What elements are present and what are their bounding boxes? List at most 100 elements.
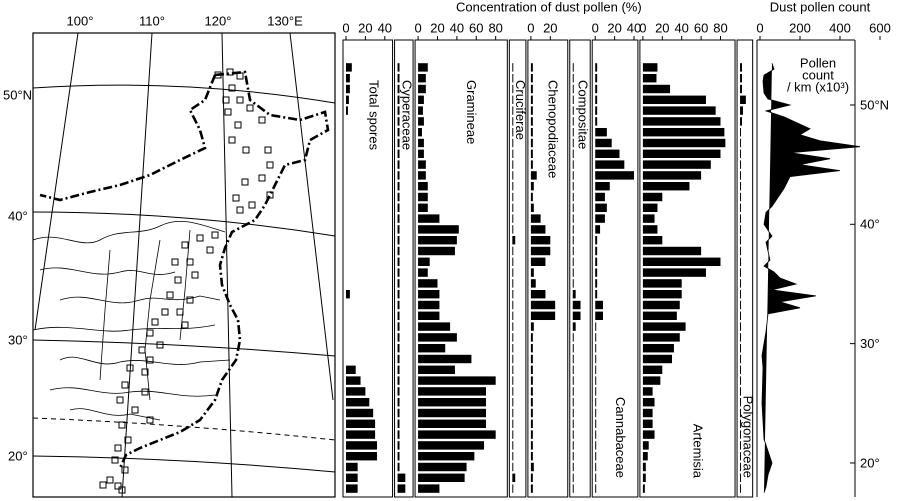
bar (642, 84, 671, 94)
bar (572, 279, 574, 288)
bar (595, 322, 597, 331)
lat-tick-label: 20° (860, 455, 880, 470)
bar (418, 343, 446, 353)
bar (642, 462, 646, 472)
lat-tick-label: 30° (860, 336, 880, 351)
panel-label: Chenopodiaceae (545, 80, 560, 178)
bar (740, 63, 742, 72)
bar (642, 181, 690, 191)
bar (397, 408, 400, 418)
x-tick-label: 0 (342, 20, 349, 35)
bar (346, 84, 350, 94)
bar (418, 484, 440, 493)
bar (530, 376, 533, 385)
bar (595, 95, 598, 105)
bar (346, 106, 348, 115)
annotation: / km (x10³) (787, 79, 849, 94)
bar (530, 387, 533, 396)
bar (512, 279, 514, 288)
bar (530, 214, 541, 223)
bar (418, 106, 423, 115)
bar (418, 268, 428, 277)
bar (642, 268, 706, 277)
bar (397, 311, 400, 321)
bar (740, 127, 742, 137)
bar (512, 311, 514, 321)
panel-label: Cannabaceae (613, 397, 628, 478)
panel-label: Total spores (366, 80, 381, 151)
bar (642, 127, 725, 137)
bar (512, 462, 514, 472)
bar (512, 322, 514, 331)
bar (572, 117, 574, 126)
bar (512, 171, 514, 180)
bar (512, 127, 514, 137)
panel-frame (508, 39, 527, 498)
bar (397, 322, 400, 331)
bar (512, 214, 514, 223)
bar (642, 343, 674, 353)
bar (595, 462, 597, 472)
x-tick-label: 20 (655, 20, 669, 35)
bar (418, 289, 440, 299)
bar (642, 214, 655, 223)
parallel (32, 211, 336, 237)
bar (418, 73, 426, 83)
bar (595, 246, 598, 256)
x-tick-label: 40 (378, 20, 392, 35)
bar (397, 203, 400, 213)
bar (595, 484, 597, 493)
bar (572, 397, 574, 407)
bar (572, 171, 574, 180)
bar (530, 473, 533, 483)
bar (642, 451, 648, 461)
bar (572, 419, 574, 429)
map-frame (32, 32, 336, 498)
bar (740, 171, 742, 180)
bar (595, 225, 601, 234)
bar (572, 473, 574, 483)
bar (397, 106, 400, 115)
bar (397, 343, 400, 353)
bar (530, 95, 533, 105)
tropic (32, 417, 336, 441)
bar (642, 311, 677, 321)
bar (642, 95, 706, 105)
bar (740, 160, 742, 169)
bar (512, 430, 514, 439)
bar (642, 333, 680, 342)
bar (642, 300, 680, 310)
bar (346, 462, 358, 472)
bar (595, 343, 597, 353)
bar (740, 333, 742, 342)
bar (418, 376, 496, 385)
bar (572, 451, 574, 461)
meridian (34, 32, 79, 331)
bar (595, 333, 597, 342)
bar (595, 289, 598, 299)
bar (397, 279, 400, 288)
bar (512, 235, 516, 245)
bar (595, 451, 597, 461)
bar (595, 149, 620, 159)
bar (595, 419, 597, 429)
bar (397, 268, 400, 277)
bar (530, 192, 533, 202)
bar (572, 484, 574, 493)
bar (397, 138, 400, 148)
bar (572, 300, 581, 310)
bar (512, 333, 514, 342)
count-area (761, 63, 861, 493)
bar (740, 214, 742, 223)
bar (397, 95, 400, 105)
meridian (221, 32, 233, 498)
bar (418, 397, 486, 407)
bar (397, 484, 406, 493)
bar (595, 235, 598, 245)
bar (595, 441, 597, 450)
bar (595, 117, 598, 126)
bar (572, 462, 574, 472)
bar (512, 484, 514, 493)
annotation: Pollen (800, 55, 836, 70)
